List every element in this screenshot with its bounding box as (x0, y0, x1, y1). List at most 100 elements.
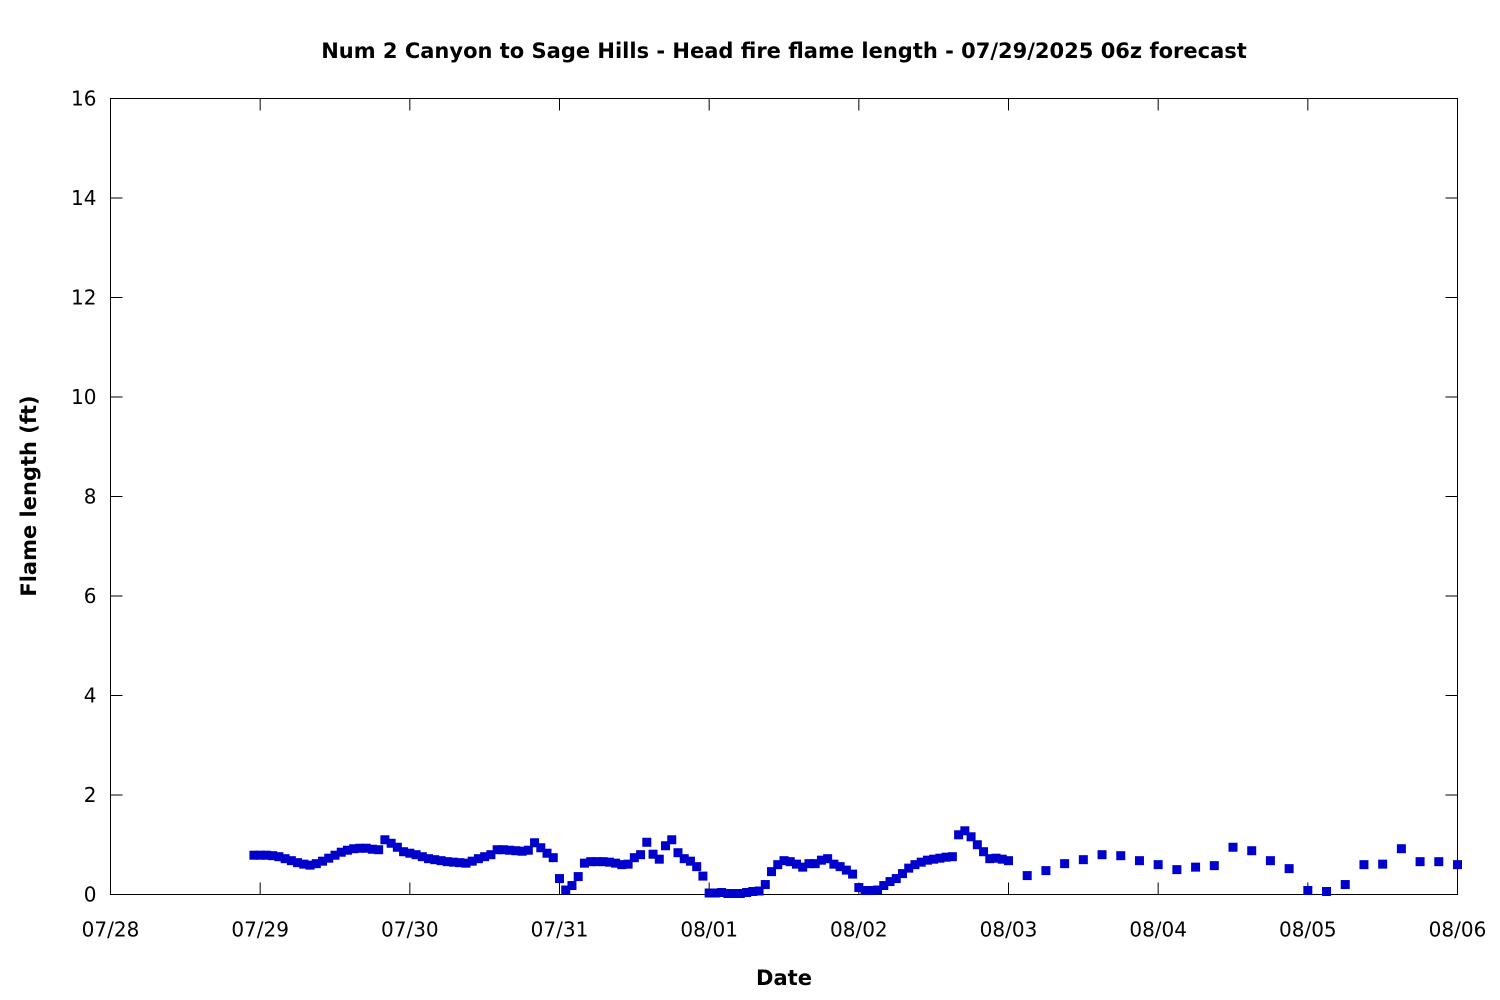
plot-frame (110, 98, 1458, 895)
data-point (579, 858, 589, 868)
data-point (548, 853, 558, 863)
x-tick-label: 08/04 (1129, 918, 1187, 942)
data-point (935, 853, 945, 863)
data-point (823, 854, 833, 864)
data-point (386, 838, 396, 848)
data-point (592, 857, 602, 867)
y-tick-label: 10 (71, 385, 96, 409)
data-point (835, 862, 845, 872)
data-point (555, 874, 564, 884)
y-axis-label: Flame length (ft) (17, 395, 41, 596)
data-point (785, 857, 795, 867)
data-point (779, 856, 789, 866)
data-point (698, 871, 708, 881)
data-point (249, 850, 259, 860)
data-point (829, 859, 839, 869)
data-point (791, 859, 801, 869)
data-point (598, 857, 608, 867)
data-point (517, 846, 527, 856)
data-point (442, 857, 452, 867)
data-point (1078, 855, 1088, 865)
data-point (1097, 850, 1107, 860)
data-point (997, 854, 1007, 864)
data-point (1153, 860, 1163, 870)
data-point (723, 889, 733, 899)
data-point (1247, 846, 1257, 856)
data-series (249, 826, 1462, 899)
y-tick-label: 16 (71, 87, 96, 111)
data-point (972, 840, 982, 850)
data-point (760, 880, 770, 890)
data-point (742, 888, 752, 898)
data-point (461, 858, 471, 868)
data-point (841, 865, 851, 875)
data-point (1209, 861, 1219, 871)
data-point (985, 854, 995, 864)
data-point (318, 856, 328, 866)
x-tick-label: 07/28 (82, 918, 140, 942)
data-point (1041, 866, 1051, 876)
data-point (561, 885, 571, 895)
data-point (767, 867, 777, 877)
data-point (910, 860, 920, 870)
data-point (1359, 860, 1369, 870)
data-point (505, 845, 515, 855)
data-point (904, 863, 914, 873)
data-point (1228, 842, 1238, 852)
data-point (611, 858, 621, 868)
data-point (916, 857, 926, 867)
data-point (1191, 862, 1201, 872)
data-point (367, 844, 377, 854)
data-point (355, 843, 365, 853)
data-point (1453, 860, 1462, 870)
data-point (530, 838, 540, 848)
data-point (305, 860, 315, 870)
data-point (704, 888, 714, 898)
data-point (286, 856, 296, 866)
data-point (673, 848, 683, 858)
data-point (773, 860, 783, 870)
data-point (268, 851, 278, 861)
data-point (467, 856, 477, 866)
data-point (567, 881, 577, 891)
data-point (854, 883, 864, 893)
data-point (280, 854, 290, 864)
data-point (648, 849, 658, 859)
data-point (1303, 886, 1313, 896)
data-point (455, 858, 465, 868)
data-point (617, 860, 627, 870)
data-point (448, 857, 458, 867)
data-point (1134, 856, 1144, 866)
data-point (361, 843, 371, 853)
data-point (424, 854, 434, 864)
data-point (991, 853, 1001, 863)
data-point (392, 842, 402, 852)
data-point (511, 846, 521, 856)
data-point (885, 877, 895, 887)
data-point (542, 848, 552, 858)
data-point (1022, 871, 1032, 881)
data-point (1265, 856, 1275, 866)
data-point (629, 853, 639, 863)
y-tick-label: 12 (71, 286, 96, 310)
data-point (636, 850, 646, 860)
data-point (255, 850, 265, 860)
data-point (336, 847, 346, 857)
data-point (411, 850, 421, 860)
data-point (604, 857, 614, 867)
data-point (399, 847, 409, 857)
x-tick-label: 08/05 (1279, 918, 1337, 942)
data-point (754, 886, 764, 896)
data-point (523, 845, 533, 855)
data-point (860, 886, 870, 896)
data-point (1322, 887, 1332, 897)
data-point (586, 857, 596, 867)
data-point (816, 855, 826, 865)
data-point (1060, 859, 1070, 869)
y-tick-label: 6 (84, 584, 97, 608)
chart-title: Num 2 Canyon to Sage Hills - Head fire f… (321, 39, 1247, 63)
data-point (798, 862, 808, 872)
data-point (436, 856, 446, 866)
data-point (430, 855, 440, 865)
